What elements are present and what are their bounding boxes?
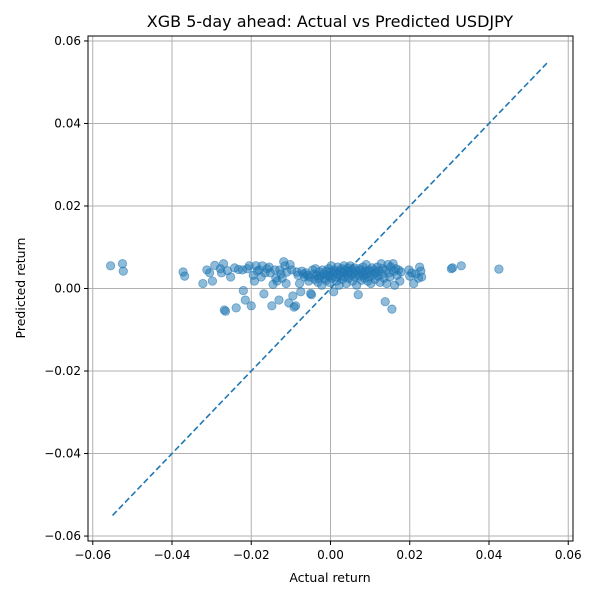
scatter-point <box>267 301 277 311</box>
scatter-point <box>220 306 231 316</box>
scatter-point <box>291 301 301 311</box>
y-tick-label: 0.02 <box>54 199 81 213</box>
scatter-point <box>274 295 284 305</box>
scatter-point <box>306 290 317 300</box>
y-tick-label: 0.06 <box>54 34 81 48</box>
data-points <box>105 257 504 316</box>
x-tick-label: 0.04 <box>476 548 503 562</box>
scatter-point <box>180 271 190 281</box>
scatter-point <box>218 259 229 269</box>
scatter-point <box>296 287 306 297</box>
y-tick-label: −0.06 <box>44 529 81 543</box>
x-tick-label: −0.06 <box>74 548 111 562</box>
scatter-point <box>494 264 504 274</box>
scatter-point <box>395 276 405 286</box>
y-tick-label: −0.04 <box>44 447 81 461</box>
scatter-point <box>447 263 458 273</box>
y-tick-label: 0.04 <box>54 116 81 130</box>
x-tick-label: −0.02 <box>233 548 270 562</box>
y-tick-label: 0.00 <box>54 282 81 296</box>
scatter-point <box>238 285 248 296</box>
scatter-point <box>259 289 269 299</box>
identity-line <box>111 61 550 516</box>
scatter-point <box>105 261 116 271</box>
scatter-point <box>246 301 256 311</box>
scatter-point <box>387 304 397 314</box>
x-axis-label: Actual return <box>289 570 370 585</box>
scatter-point <box>198 278 208 289</box>
x-tick-label: 0.06 <box>555 548 582 562</box>
scatter-point <box>118 266 128 276</box>
scatter-point <box>207 276 218 286</box>
scatter-point <box>249 276 260 286</box>
y-axis-label: Predicted return <box>13 238 28 339</box>
scatter-point <box>353 290 363 300</box>
gridlines <box>88 36 573 541</box>
x-axis-ticks: −0.06 −0.04 −0.02 0.00 0.02 0.04 0.06 <box>74 541 582 562</box>
y-tick-label: −0.02 <box>44 364 81 378</box>
scatter-point <box>240 295 250 305</box>
x-tick-label: 0.00 <box>317 548 344 562</box>
scatter-point <box>281 278 291 289</box>
scatter-point <box>226 272 236 282</box>
scatter-point <box>417 272 427 282</box>
chart-title: XGB 5-day ahead: Actual vs Predicted USD… <box>147 12 514 31</box>
x-tick-label: 0.02 <box>396 548 423 562</box>
scatter-point <box>380 297 390 307</box>
y-axis-ticks: −0.06 −0.04 −0.02 0.00 0.02 0.04 0.06 <box>44 34 88 543</box>
scatter-point <box>396 267 406 277</box>
scatter-point <box>205 268 215 278</box>
scatter-point <box>231 303 241 313</box>
reference-line <box>111 61 550 516</box>
x-tick-label: −0.04 <box>154 548 191 562</box>
scatter-point <box>329 287 339 297</box>
scatter-point <box>456 261 466 271</box>
scatter-point <box>288 291 298 301</box>
